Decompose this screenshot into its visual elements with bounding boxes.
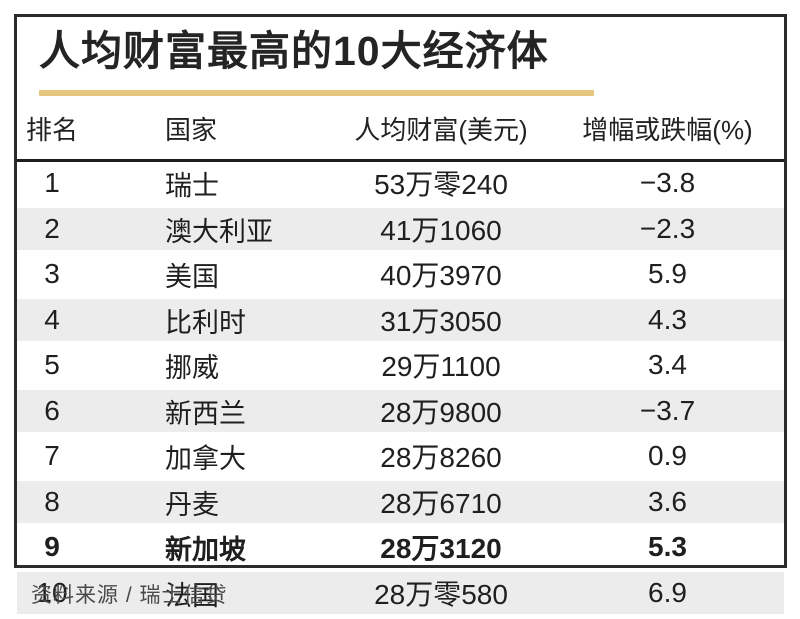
change-cell: 3.6 bbox=[551, 477, 784, 527]
rank-cell: 4 bbox=[17, 295, 87, 345]
rank-cell: 7 bbox=[44, 440, 60, 472]
country-cell: 加拿大 bbox=[165, 443, 246, 474]
wealth-cell: 29万1100 bbox=[381, 351, 501, 383]
source-note: 资料来源 / 瑞士信贷 bbox=[31, 584, 228, 607]
wealth-cell: 28万9800 bbox=[331, 386, 551, 436]
table-row: 2 澳大利亚 41万1060 −2.3 bbox=[17, 204, 784, 254]
table-row: 3 美国 40万3970 5.9 bbox=[17, 252, 784, 298]
country-cell: 法国 bbox=[87, 568, 331, 618]
country-cell: 新西兰 bbox=[87, 386, 331, 436]
table-row: 7 加拿大 28万8260 0.9 bbox=[17, 434, 784, 480]
change-cell: 0.9 bbox=[648, 440, 687, 472]
change-cell: 6.9 bbox=[551, 568, 784, 618]
country-cell: 比利时 bbox=[87, 295, 331, 345]
change-cell: 5.3 bbox=[648, 531, 687, 563]
wealth-table: 排名 国家 人均财富(美元) 增幅或跌幅(%) 1 瑞士 53万零240 −3.… bbox=[17, 102, 784, 618]
rank-cell: 8 bbox=[17, 477, 87, 527]
rank-cell: 5 bbox=[44, 349, 60, 381]
wealth-cell: 28万6710 bbox=[331, 477, 551, 527]
header-rank: 排名 bbox=[17, 102, 87, 163]
change-cell: 5.9 bbox=[648, 258, 687, 290]
chart-title: 人均财富最高的10大经济体 bbox=[39, 28, 549, 74]
rank-cell: 10 bbox=[17, 568, 87, 618]
country-cell: 丹麦 bbox=[87, 477, 331, 527]
change-cell: 3.4 bbox=[648, 349, 687, 381]
table-row: 5 挪威 29万1100 3.4 bbox=[17, 343, 784, 389]
table-row: 6 新西兰 28万9800 −3.7 bbox=[17, 386, 784, 436]
table-row: 1 瑞士 53万零240 −3.8 bbox=[17, 161, 784, 207]
rank-cell: 6 bbox=[17, 386, 87, 436]
change-cell: −3.8 bbox=[639, 167, 696, 199]
rank-cell: 3 bbox=[44, 258, 60, 290]
header-row: 排名 国家 人均财富(美元) 增幅或跌幅(%) bbox=[17, 102, 784, 163]
wealth-cell: 31万3050 bbox=[331, 295, 551, 345]
country-cell: 美国 bbox=[165, 261, 219, 292]
table-body: 1 瑞士 53万零240 −3.8 2 澳大利亚 41万1060 −2.3 3 … bbox=[17, 161, 784, 618]
change-cell: −3.7 bbox=[551, 386, 784, 436]
header-change: 增幅或跌幅(%) bbox=[551, 102, 784, 163]
wealth-cell: 41万1060 bbox=[331, 204, 551, 254]
table-row: 8 丹麦 28万6710 3.6 bbox=[17, 477, 784, 527]
wealth-cell: 40万3970 bbox=[380, 260, 502, 292]
table-row: 9 新加坡 28万3120 5.3 bbox=[17, 525, 784, 571]
rank-cell: 1 bbox=[44, 167, 60, 199]
header-wealth: 人均财富(美元) bbox=[331, 102, 551, 163]
table-box: 人均财富最高的10大经济体 排名 国家 人均财富(美元) 增幅或跌幅(%) 1 … bbox=[14, 14, 787, 618]
wealth-cell: 28万零580 bbox=[331, 568, 551, 618]
country-cell: 瑞士 bbox=[165, 170, 219, 201]
table-row: 4 比利时 31万3050 4.3 bbox=[17, 295, 784, 345]
header-country: 国家 bbox=[87, 102, 331, 163]
change-cell: 4.3 bbox=[551, 295, 784, 345]
table-row: 10 法国 28万零580 6.9 bbox=[17, 568, 784, 618]
rank-cell: 2 bbox=[17, 204, 87, 254]
wealth-cell: 28万8260 bbox=[380, 442, 502, 474]
wealth-cell: 28万3120 bbox=[380, 533, 502, 565]
wealth-cell: 53万零240 bbox=[374, 169, 508, 201]
rank-cell: 9 bbox=[44, 531, 60, 563]
country-cell: 新加坡 bbox=[165, 534, 246, 565]
country-cell: 澳大利亚 bbox=[87, 204, 331, 254]
change-cell: −2.3 bbox=[551, 204, 784, 254]
country-cell: 挪威 bbox=[165, 352, 219, 383]
title-underline bbox=[39, 90, 594, 97]
